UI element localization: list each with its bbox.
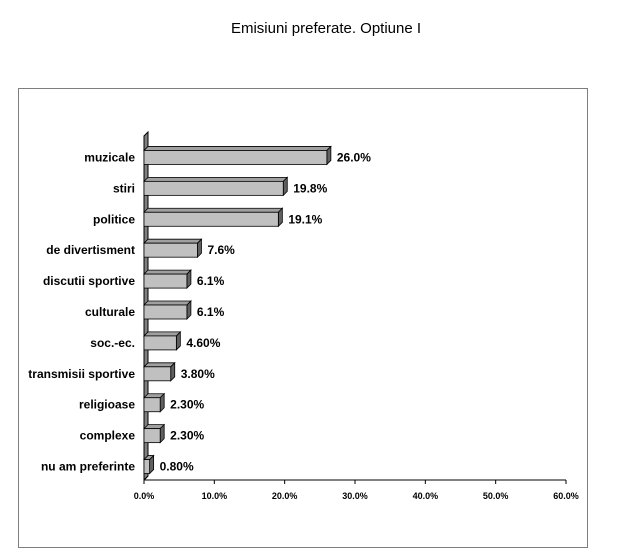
bar bbox=[143, 150, 328, 165]
bar bbox=[143, 397, 161, 413]
bar-top bbox=[143, 176, 289, 182]
x-axis-depth bbox=[143, 475, 149, 481]
category-label: culturale bbox=[85, 305, 135, 319]
bar bbox=[143, 211, 279, 227]
data-label: 26.0% bbox=[337, 150, 371, 164]
data-label: 7.6% bbox=[207, 243, 235, 257]
category-label: stiri bbox=[113, 181, 135, 195]
bar-top bbox=[143, 207, 284, 213]
x-tick-label: 10.0% bbox=[202, 491, 228, 501]
bar bbox=[143, 366, 172, 382]
category-label: de divertisment bbox=[46, 243, 135, 257]
category-label: soc.-ec. bbox=[90, 336, 135, 350]
x-tick-label: 60.0% bbox=[553, 491, 579, 501]
x-tick-label: 20.0% bbox=[272, 491, 298, 501]
data-label: 6.1% bbox=[197, 305, 225, 319]
bar bbox=[143, 273, 188, 289]
x-tick-label: 40.0% bbox=[413, 491, 439, 501]
bar bbox=[143, 428, 161, 444]
bar bbox=[143, 335, 177, 351]
data-label: 0.80% bbox=[160, 460, 194, 474]
chart-title: Emisiuni preferate. Optiune I bbox=[230, 20, 422, 37]
category-label: nu am preferinte bbox=[41, 460, 135, 474]
category-label: transmisii sportive bbox=[28, 367, 135, 381]
x-tick-label: 50.0% bbox=[483, 491, 509, 501]
bar-top bbox=[143, 146, 332, 151]
data-label: 3.80% bbox=[181, 367, 215, 381]
plot-frame bbox=[18, 88, 588, 548]
bar-top bbox=[143, 238, 203, 244]
x-tick-label: 0.0% bbox=[134, 491, 155, 501]
bar-top bbox=[143, 300, 192, 306]
category-label: muzicale bbox=[84, 150, 135, 164]
bar bbox=[143, 242, 198, 258]
bar-top bbox=[143, 269, 192, 275]
category-label: discutii sportive bbox=[43, 274, 135, 288]
x-tick-label: 30.0% bbox=[342, 491, 368, 501]
category-label: complexe bbox=[80, 429, 136, 443]
bar bbox=[143, 304, 188, 320]
data-label: 4.60% bbox=[186, 336, 220, 350]
data-label: 6.1% bbox=[197, 274, 225, 288]
data-label: 19.8% bbox=[293, 181, 327, 195]
bar bbox=[143, 180, 284, 196]
category-label: politice bbox=[93, 212, 135, 226]
bar-top bbox=[143, 362, 176, 368]
data-label: 19.1% bbox=[288, 212, 322, 226]
data-label: 2.30% bbox=[170, 429, 204, 443]
bar-top bbox=[143, 331, 182, 337]
bar bbox=[143, 459, 151, 474]
data-label: 2.30% bbox=[170, 398, 204, 412]
category-label: religioase bbox=[79, 398, 135, 412]
